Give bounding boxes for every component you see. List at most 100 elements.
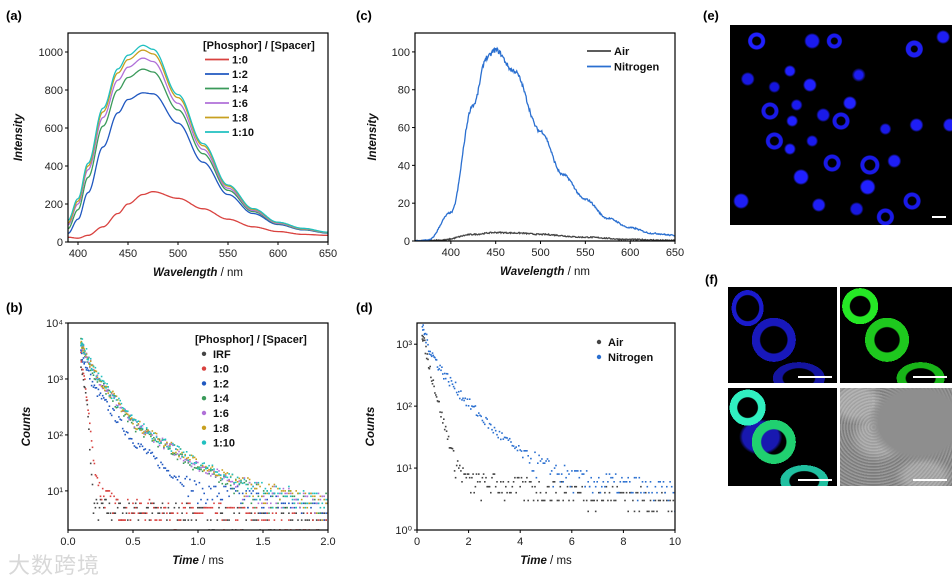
data-point (241, 506, 244, 509)
data-point (652, 510, 655, 513)
y-tick-label: 200 (45, 199, 63, 211)
data-point (641, 499, 644, 502)
data-point (271, 492, 274, 495)
data-point (219, 498, 222, 501)
data-point (99, 392, 102, 394)
data-point (166, 443, 168, 445)
data-point (147, 432, 149, 434)
data-point (444, 377, 447, 380)
data-point (137, 423, 140, 425)
data-point (577, 491, 579, 494)
data-point (107, 409, 109, 411)
data-point (154, 519, 156, 521)
data-point (141, 427, 144, 430)
data-point (208, 506, 210, 509)
data-point (464, 473, 466, 475)
data-point (210, 469, 212, 472)
plot-area (421, 324, 675, 513)
data-point (155, 506, 158, 509)
data-point (120, 419, 123, 421)
data-point (241, 482, 244, 485)
data-point (602, 499, 605, 502)
data-point (266, 519, 268, 521)
data-point (299, 502, 301, 505)
data-point (481, 476, 484, 479)
data-point (167, 447, 170, 449)
data-point (291, 498, 294, 501)
y-tick-label: 80 (398, 85, 410, 97)
data-point (105, 385, 107, 388)
data-point (108, 395, 111, 397)
data-point (275, 512, 277, 514)
data-point (524, 481, 527, 483)
data-point (157, 506, 159, 509)
data-point (157, 512, 159, 514)
data-point (257, 512, 260, 514)
x-tick-label: 0.0 (60, 536, 75, 548)
legend-swatch (201, 396, 207, 401)
data-point (89, 357, 92, 360)
data-point (147, 429, 149, 431)
data-point (537, 499, 539, 502)
data-point (141, 424, 144, 427)
data-point (490, 423, 492, 426)
data-point (435, 359, 438, 361)
data-point (306, 512, 309, 514)
data-point (280, 512, 283, 514)
data-point (425, 345, 427, 348)
data-point (666, 485, 668, 488)
data-point (481, 419, 484, 422)
data-point (144, 448, 147, 450)
data-point (133, 512, 136, 514)
data-point (266, 502, 268, 505)
data-point (154, 506, 156, 509)
data-point (430, 354, 432, 356)
data-point (148, 433, 151, 436)
data-point (431, 352, 434, 354)
data-point (625, 481, 628, 483)
data-point (82, 357, 85, 359)
data-point (233, 492, 235, 495)
data-point (496, 433, 498, 436)
data-point (167, 469, 170, 472)
data-point (447, 435, 450, 438)
legend: Air Nitrogen (587, 46, 660, 74)
data-point (143, 448, 145, 451)
data-point (118, 502, 120, 505)
data-point (587, 481, 589, 483)
data-point (453, 470, 456, 472)
data-point (482, 473, 485, 475)
data-point (106, 383, 108, 385)
data-point (228, 480, 230, 483)
data-point (323, 512, 325, 514)
data-point (636, 491, 639, 494)
data-point (252, 519, 254, 521)
y-tick-label: 10¹ (396, 463, 412, 475)
data-point (302, 490, 305, 492)
data-point (613, 481, 615, 483)
data-point (213, 471, 215, 474)
data-point (104, 506, 106, 509)
data-point (158, 438, 161, 440)
data-point (485, 416, 487, 419)
data-point (157, 441, 159, 443)
data-point (646, 510, 649, 513)
data-point (88, 428, 90, 430)
data-point (137, 424, 140, 426)
data-point (109, 396, 112, 399)
data-point (325, 502, 327, 505)
data-point (87, 357, 89, 360)
data-point (448, 384, 451, 387)
data-point (208, 472, 210, 475)
data-point (452, 385, 455, 388)
data-point (635, 476, 637, 479)
data-point (295, 506, 297, 509)
data-point (255, 506, 258, 509)
data-point (116, 506, 119, 509)
data-point (210, 475, 212, 477)
data-point (247, 506, 249, 509)
data-point (214, 474, 217, 477)
data-point (475, 473, 478, 475)
data-point (463, 399, 465, 402)
data-point (306, 495, 309, 498)
